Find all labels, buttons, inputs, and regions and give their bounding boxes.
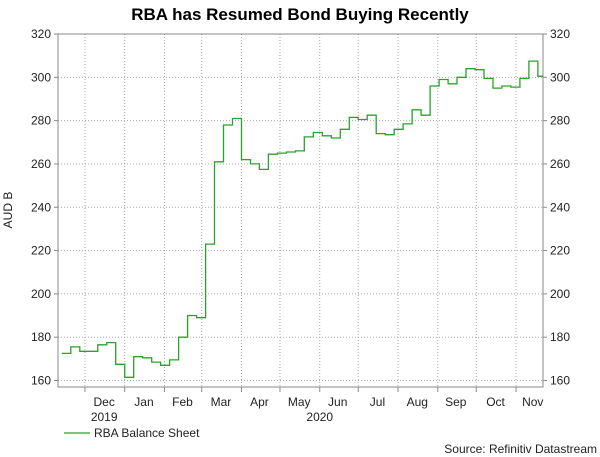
- x-tick-label: Jan: [134, 395, 153, 409]
- y-tick-label: 300: [31, 70, 51, 84]
- y-tick-label: 320: [31, 27, 51, 41]
- x-year-label: 2019: [91, 410, 118, 424]
- x-tick-label: Sep: [445, 395, 467, 409]
- x-tick-label: May: [288, 395, 311, 409]
- axis-ticks: [54, 33, 547, 392]
- y-tick-label: 200: [31, 287, 51, 301]
- x-tick-label: Feb: [172, 395, 193, 409]
- y-tick-label: 260: [550, 157, 570, 171]
- x-tick-label: Jun: [328, 395, 347, 409]
- x-year-label: 2020: [306, 410, 333, 424]
- y-tick-label: 280: [31, 114, 51, 128]
- y-tick-label: 260: [31, 157, 51, 171]
- plot-frame: [57, 33, 544, 388]
- y-tick-label: 180: [550, 330, 570, 344]
- x-tick-label: Oct: [486, 395, 505, 409]
- y-tick-label: 240: [31, 200, 51, 214]
- source-note: Source: Refinitiv Datastream: [444, 442, 597, 456]
- y-tick-label: 240: [550, 200, 570, 214]
- series-layer: [61, 60, 543, 378]
- x-tick-label: Mar: [211, 395, 232, 409]
- y-tick-labels-right: 160 180 200 220 240 260 280 300 320: [550, 27, 570, 388]
- x-tick-label: Aug: [407, 395, 428, 409]
- y-tick-label: 200: [550, 287, 570, 301]
- legend: RBA Balance Sheet: [64, 426, 200, 440]
- y-tick-label: 180: [31, 330, 51, 344]
- x-tick-label: Apr: [250, 395, 269, 409]
- y-tick-label: 320: [550, 27, 570, 41]
- y-tick-label: 160: [550, 374, 570, 388]
- x-tick-label: Dec: [94, 395, 115, 409]
- chart-title: RBA has Resumed Bond Buying Recently: [131, 5, 469, 24]
- series-line-rba-balance-sheet: [61, 60, 543, 378]
- gridlines: [58, 34, 543, 387]
- y-tick-label: 300: [550, 70, 570, 84]
- x-tick-label: Nov: [522, 395, 543, 409]
- y-axis-label: AUD B: [1, 192, 15, 229]
- y-tick-label: 280: [550, 114, 570, 128]
- x-tick-label: Jul: [370, 395, 385, 409]
- y-tick-label: 220: [550, 244, 570, 258]
- y-tick-labels-left: 160 180 200 220 240 260 280 300 320: [31, 27, 51, 388]
- x-tick-labels: Dec Jan Feb Mar Apr May Jun Jul Aug Sep Oct Nov 2019…: [91, 395, 544, 424]
- legend-label: RBA Balance Sheet: [94, 426, 200, 440]
- y-tick-label: 220: [31, 244, 51, 258]
- y-tick-label: 160: [31, 374, 51, 388]
